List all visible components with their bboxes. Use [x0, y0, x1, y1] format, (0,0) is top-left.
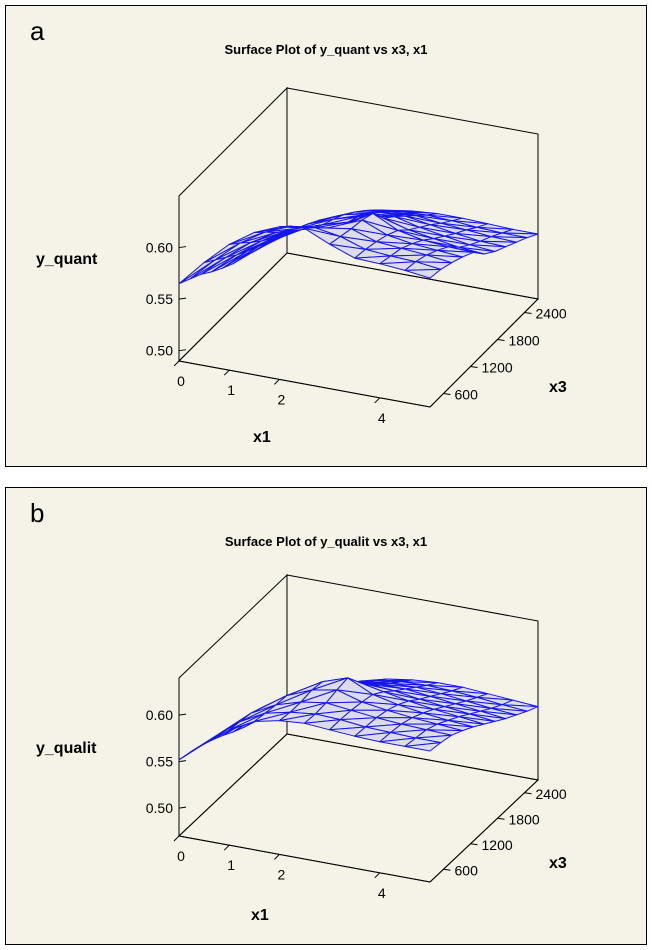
x1-tick-mark-b-1 — [223, 844, 230, 851]
z-tick-mark-a-1 — [178, 297, 187, 300]
x-axis-title-b: x1 — [251, 907, 269, 924]
surface-mesh-b — [178, 677, 539, 761]
x1-tick-label-a-0: 0 — [177, 373, 185, 389]
x3-tick-label-b-3: 2400 — [536, 786, 567, 802]
x1-tick-mark-a-0 — [173, 360, 180, 367]
surface-mesh-a — [178, 209, 539, 285]
surface-facet-b-0-9-0 — [404, 742, 442, 752]
panel-letter-a: a — [30, 16, 45, 46]
x3-axis-title-b: x3 — [549, 855, 567, 872]
x3-tick-mark-a-2 — [497, 339, 505, 341]
z-axis-title-b: y_qualit — [36, 740, 97, 757]
x3-axis-line-b — [429, 779, 539, 883]
x3-tick-mark-b-1 — [470, 843, 478, 846]
z-tick-label-a-2: 0.60 — [146, 240, 173, 256]
x1-tick-label-a-3: 4 — [378, 410, 386, 426]
x3-tick-mark-a-1 — [470, 366, 478, 368]
x1-tick-mark-b-3 — [374, 872, 381, 879]
z-axis-title-a: y_quant — [36, 251, 98, 268]
x3-tick-label-a-1: 1200 — [482, 360, 513, 376]
x3-tick-mark-b-3 — [524, 792, 532, 795]
z-tick-mark-a-2 — [178, 246, 187, 249]
back-wall-left-a — [178, 86, 288, 363]
x3-tick-label-a-2: 1800 — [509, 333, 540, 349]
x1-tick-mark-b-2 — [274, 854, 280, 860]
surface-facet-a-0-9-0 — [404, 268, 442, 279]
z-tick-mark-a-0 — [178, 349, 187, 352]
z-tick-label-a-0: 0.50 — [146, 343, 173, 359]
surface-plot-a: Surface Plot of y_quant vs x3, x1 0 1 2 4 60… — [36, 42, 567, 446]
surface-facet-b-0-1-0 — [203, 721, 241, 745]
x3-axis-title-a: x3 — [549, 379, 567, 396]
x3-tick-mark-b-0 — [443, 868, 451, 871]
x-axis-line-b — [178, 835, 431, 883]
x1-tick-label-a-1: 1 — [227, 382, 235, 398]
x3-axis-line-a — [429, 298, 539, 408]
x-axis-line-a — [178, 360, 431, 408]
z-tick-mark-b-1 — [178, 760, 187, 763]
x3-tick-label-b-0: 600 — [455, 862, 479, 878]
z-tick-label-b-1: 0.55 — [146, 754, 173, 770]
x1-tick-label-b-1: 1 — [227, 857, 235, 873]
x1-tick-mark-a-2 — [274, 379, 280, 385]
z-tick-label-b-2: 0.60 — [146, 707, 173, 723]
x1-tick-label-a-2: 2 — [278, 391, 286, 407]
x3-tick-label-a-0: 600 — [455, 387, 479, 403]
z-tick-label-b-0: 0.50 — [146, 800, 173, 816]
chart-title-a: Surface Plot of y_quant vs x3, x1 — [224, 42, 427, 57]
x3-tick-mark-b-2 — [497, 817, 505, 820]
surface-plot-b: Surface Plot of y_qualit vs x3, x1 0 1 2 4 6… — [36, 534, 567, 924]
x3-tick-mark-a-0 — [443, 393, 451, 395]
x1-tick-label-b-3: 4 — [378, 885, 386, 901]
x1-tick-mark-a-1 — [223, 369, 230, 376]
z-tick-mark-b-0 — [178, 806, 187, 809]
x1-tick-mark-b-0 — [173, 835, 180, 842]
x3-tick-label-b-1: 1200 — [482, 837, 513, 853]
x1-tick-label-b-0: 0 — [177, 848, 185, 864]
x3-tick-mark-a-3 — [524, 312, 532, 314]
x1-tick-label-b-2: 2 — [278, 866, 286, 882]
panel-letter-b: b — [30, 498, 45, 528]
x3-tick-label-a-3: 2400 — [536, 306, 567, 322]
chart-title-b: Surface Plot of y_qualit vs x3, x1 — [225, 534, 427, 549]
x1-tick-mark-a-3 — [374, 397, 381, 404]
x3-tick-label-b-2: 1800 — [509, 811, 540, 827]
z-tick-mark-b-2 — [178, 713, 187, 716]
z-tick-label-a-1: 0.55 — [146, 291, 173, 307]
back-wall-right-b — [286, 574, 539, 781]
x-axis-title-a: x1 — [253, 429, 271, 446]
